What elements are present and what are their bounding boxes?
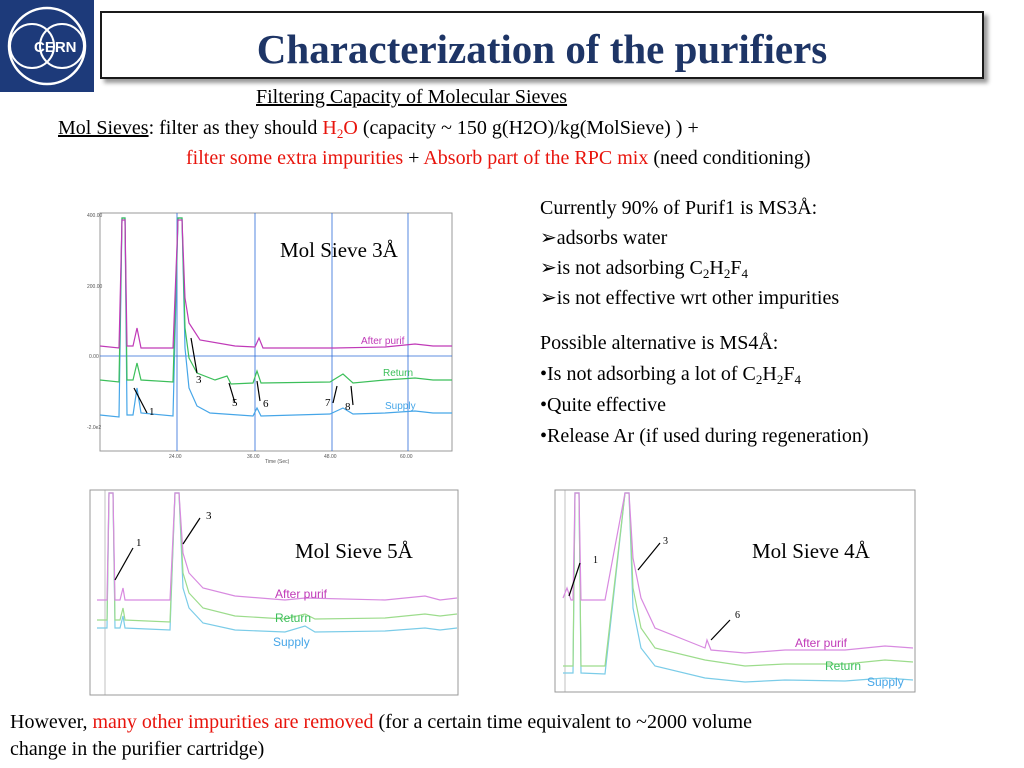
- h2o-formula: H2O: [322, 117, 358, 141]
- mol-sieves-line: Mol Sieves: filter as they should H2O (c…: [58, 116, 699, 140]
- ms5-plot-frame: [89, 489, 459, 696]
- ms3-after-purif-label: After purif: [361, 336, 405, 347]
- ms5-arrow-1: [114, 547, 134, 581]
- ms5-arrow-label-1: 1: [136, 537, 142, 549]
- ms3-supply-trace: [99, 217, 452, 418]
- absorb-rpc-text: Absorb part of the RPC mix: [423, 147, 649, 169]
- ms4-arrow-3: [637, 542, 661, 571]
- ms4-bullet-3: •Release Ar (if used during regeneration…: [540, 425, 869, 447]
- ms5-label: Mol Sieve 5Å: [295, 539, 413, 563]
- ms5-chromatogram: 1 3 After purif Return Supply: [85, 488, 460, 703]
- ms3-return-label: Return: [383, 368, 413, 379]
- cern-logo: CERN: [0, 0, 94, 92]
- ms3-label: Mol Sieve 3Å: [280, 238, 398, 262]
- ms3-notes-head: Currently 90% of Purif1 is MS3Å:: [540, 197, 818, 219]
- ms4-plot-frame: [554, 489, 916, 693]
- ms3-plot: 400.00 200.00 0.00 -2.0e2 24.00 36.00 48…: [87, 212, 453, 465]
- ms3-arrow-label-5: 5: [232, 397, 238, 409]
- ms5-arrow-label-3: 3: [206, 510, 212, 522]
- ms5-return-label: Return: [275, 611, 311, 625]
- subtitle: Filtering Capacity of Molecular Sieves: [256, 86, 568, 108]
- ms4-plot: 1 3 6 After purif Return Supply: [554, 489, 916, 693]
- title-box: Characterization of the purifiers: [100, 11, 984, 79]
- ms3-xtick-4: 60.00: [400, 454, 413, 460]
- ms3-arrow-label-8: 8: [345, 401, 351, 413]
- ms4-chromatogram: 1 3 6 After purif Return Supply: [545, 488, 917, 698]
- slide-title: Characterization of the purifiers: [256, 26, 828, 72]
- ms4-notes-head: Possible alternative is MS4Å:: [540, 332, 779, 354]
- svg-text:CERN: CERN: [34, 39, 77, 56]
- arrow-bullet-icon: ➢: [540, 287, 557, 309]
- ms3-arrow-label-7: 7: [325, 397, 331, 409]
- ms4-after-purif-trace: [562, 492, 914, 654]
- mol-sieves-label: Mol Sieves: [58, 117, 149, 139]
- line1-text-a: : filter as they should: [148, 117, 323, 139]
- ms3-ytick-3: 0.00: [89, 354, 99, 360]
- ms3-ytick-4: -2.0e2: [87, 425, 101, 431]
- ms4-arrow-label-1: 1: [593, 555, 598, 566]
- ms3-bullet-2: ➢is not adsorbing C2H2F4: [540, 257, 748, 281]
- ms4-arrow-6: [710, 619, 731, 641]
- ms3-arrow-6: [256, 380, 261, 402]
- ms5-after-purif-trace: [97, 492, 458, 601]
- ms4-return-label: Return: [825, 659, 861, 673]
- ms3-arrow-7: [332, 385, 338, 404]
- ms4-supply-label: Supply: [867, 675, 904, 689]
- ms4-after-purif-label: After purif: [795, 636, 848, 650]
- ms4-label: Mol Sieve 4Å: [752, 539, 870, 563]
- ms3-chromatogram: 400.00 200.00 0.00 -2.0e2 24.00 36.00 48…: [85, 208, 455, 466]
- footer-red-text: many other impurities are removed: [92, 711, 374, 733]
- extra-filter-line: filter some extra impurities + Absorb pa…: [186, 146, 811, 170]
- ms5-after-purif-label: After purif: [275, 587, 328, 601]
- plus-text: +: [403, 147, 424, 169]
- ms5-arrow-3: [182, 517, 201, 545]
- footer-line-2: change in the purifier cartridge): [10, 738, 265, 760]
- ms3-bullet-3: ➢is not effective wrt other impurities: [540, 287, 840, 309]
- ms3-plot-frame: [99, 212, 453, 452]
- ms3-bullet-1: ➢adsorbs water: [540, 227, 668, 249]
- arrow-bullet-icon: ➢: [540, 227, 557, 249]
- ms4-bullet-1: •Is not adsorbing a lot of C2H2F4: [540, 363, 801, 387]
- arrow-bullet-icon: ➢: [540, 257, 557, 279]
- ms3-xtick-2: 36.00: [247, 454, 260, 460]
- footer-note: However, many other impurities are remov…: [10, 709, 752, 763]
- ms3-notes: Currently 90% of Purif1 is MS3Å: ➢adsorb…: [540, 193, 839, 313]
- ms3-ytick-1: 400.00: [87, 213, 103, 219]
- ms3-arrow-3: [190, 337, 198, 374]
- ms3-arrow-label-1: 1: [149, 406, 155, 418]
- ms4-arrow-label-3: 3: [663, 536, 668, 547]
- line1-text-b: (capacity ~ 150 g(H2O)/kg(MolSieve) ) +: [357, 117, 699, 139]
- ms3-supply-label: Supply: [385, 401, 416, 412]
- extra-impurities-text: filter some extra impurities: [186, 147, 404, 169]
- ms5-plot: 1 3 After purif Return Supply: [89, 489, 459, 696]
- cern-logo-icon: CERN: [0, 0, 94, 92]
- ms3-xtick-1: 24.00: [169, 454, 182, 460]
- ms3-xlabel: Time (Sec): [265, 459, 290, 465]
- ms3-arrow-8: [350, 385, 354, 406]
- ms5-supply-label: Supply: [273, 635, 310, 649]
- ms3-xtick-3: 48.00: [324, 454, 337, 460]
- ms4-bullet-2: •Quite effective: [540, 394, 667, 416]
- ms4-arrow-1: [568, 562, 581, 597]
- footer-line-1: However, many other impurities are remov…: [10, 711, 752, 733]
- ms3-arrow-5: [228, 382, 236, 404]
- ms3-arrow-label-3: 3: [196, 374, 202, 386]
- ms3-arrow-1: [133, 387, 148, 414]
- ms4-notes: Possible alternative is MS4Å: •Is not ad…: [540, 328, 869, 452]
- ms3-arrow-label-6: 6: [263, 398, 269, 410]
- ms3-ytick-2: 200.00: [87, 284, 103, 290]
- conditioning-text: (need conditioning): [648, 147, 811, 169]
- ms3-after-purif-trace: [99, 219, 452, 349]
- ms4-arrow-label-6: 6: [735, 610, 740, 621]
